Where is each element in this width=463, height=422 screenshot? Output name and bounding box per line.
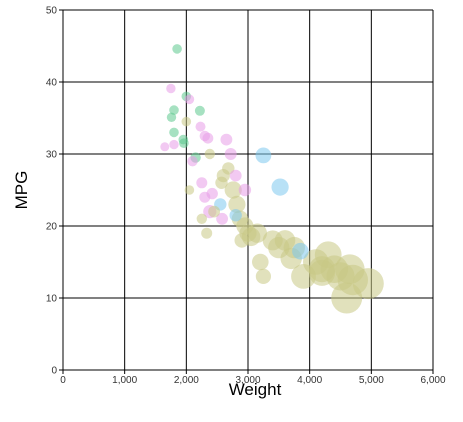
data-point <box>238 183 252 197</box>
data-point <box>251 253 269 271</box>
data-point <box>224 181 242 199</box>
data-point <box>181 116 192 127</box>
data-point <box>194 105 205 116</box>
y-tick-label: 30 <box>46 150 58 161</box>
y-tick-label: 20 <box>46 222 58 233</box>
data-point <box>228 195 246 213</box>
data-point <box>215 176 228 189</box>
data-point <box>199 191 211 203</box>
x-tick-label: 5,000 <box>359 375 384 386</box>
data-point <box>187 156 198 167</box>
data-point <box>255 268 271 284</box>
data-point <box>271 178 289 196</box>
data-point <box>204 148 215 160</box>
data-point <box>169 127 179 138</box>
y-tick-label: 10 <box>46 294 58 305</box>
y-axis-title: MPG <box>12 171 31 210</box>
y-axis-ticks: 0 10 20 30 40 50 <box>46 6 63 377</box>
data-point <box>222 162 235 175</box>
x-axis-ticks: 0 1,000 2,000 3,000 4,000 5,000 6,000 <box>60 370 446 386</box>
data-point <box>179 138 189 148</box>
data-point <box>160 142 170 152</box>
y-tick-label: 40 <box>46 78 58 89</box>
x-tick-label: 1,000 <box>112 375 137 386</box>
data-point <box>169 139 179 150</box>
x-tick-label: 3,000 <box>235 375 260 386</box>
data-point <box>216 212 229 225</box>
data-points <box>160 44 384 314</box>
y-tick-label: 0 <box>51 366 57 377</box>
data-point <box>184 94 195 105</box>
data-point <box>169 105 179 115</box>
data-point <box>208 205 221 218</box>
data-point <box>291 264 316 289</box>
data-point <box>166 83 176 94</box>
data-point <box>229 209 242 222</box>
data-point <box>184 185 195 195</box>
x-tick-label: 0 <box>60 375 66 386</box>
data-point <box>199 130 210 142</box>
data-point <box>195 121 206 132</box>
data-point <box>234 233 250 248</box>
data-point <box>196 177 208 189</box>
data-point <box>220 133 233 146</box>
data-point <box>166 112 177 123</box>
data-point <box>196 213 207 224</box>
y-tick-label: 50 <box>46 6 58 17</box>
x-tick-label: 2,000 <box>174 375 199 386</box>
data-point <box>172 44 182 54</box>
data-point <box>255 147 272 164</box>
data-point <box>292 242 309 260</box>
data-point <box>224 148 237 160</box>
data-point <box>229 169 242 182</box>
x-axis-title: Weight <box>229 380 282 399</box>
x-tick-label: 6,000 <box>420 375 445 386</box>
data-point <box>262 230 283 251</box>
data-point <box>201 227 213 239</box>
x-tick-label: 4,000 <box>297 375 322 386</box>
